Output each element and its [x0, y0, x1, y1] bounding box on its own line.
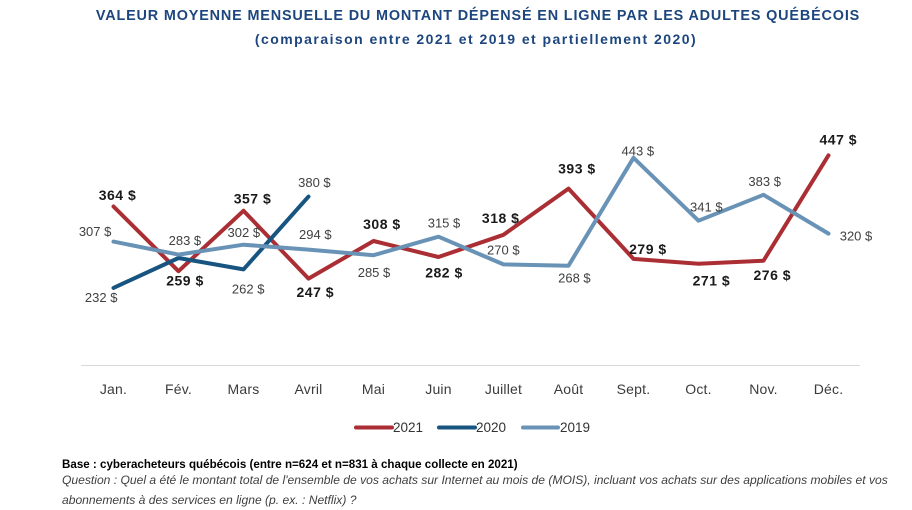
svg-text:Juillet: Juillet: [485, 381, 522, 397]
svg-text:Avril: Avril: [295, 381, 323, 397]
svg-text:2020: 2020: [476, 420, 506, 435]
svg-text:Sept.: Sept.: [617, 381, 651, 397]
svg-text:383 $: 383 $: [748, 174, 781, 189]
svg-text:443 $: 443 $: [622, 144, 655, 159]
svg-text:Nov.: Nov.: [749, 381, 778, 397]
svg-text:285 $: 285 $: [358, 265, 391, 280]
svg-text:282 $: 282 $: [425, 264, 463, 280]
svg-text:315 $: 315 $: [428, 216, 461, 231]
svg-text:247 $: 247 $: [297, 284, 335, 300]
svg-text:262 $: 262 $: [232, 281, 265, 296]
svg-text:259 $: 259 $: [166, 273, 204, 289]
svg-text:302 $: 302 $: [228, 225, 261, 240]
svg-text:393 $: 393 $: [558, 161, 596, 177]
svg-text:294 $: 294 $: [299, 227, 332, 242]
svg-text:279 $: 279 $: [629, 241, 667, 257]
svg-text:447 $: 447 $: [820, 132, 858, 148]
svg-text:Août: Août: [554, 381, 584, 397]
svg-text:270 $: 270 $: [487, 243, 520, 258]
svg-text:320 $: 320 $: [840, 228, 873, 243]
svg-text:268 $: 268 $: [558, 270, 591, 285]
svg-text:318 $: 318 $: [482, 210, 520, 226]
svg-text:Fév.: Fév.: [165, 381, 192, 397]
svg-text:380 $: 380 $: [298, 175, 331, 190]
svg-text:232 $: 232 $: [85, 290, 118, 305]
svg-text:271 $: 271 $: [693, 272, 731, 288]
svg-text:283 $: 283 $: [169, 233, 202, 248]
svg-text:Mai: Mai: [362, 381, 385, 397]
svg-text:2021: 2021: [393, 420, 423, 435]
svg-text:Juin: Juin: [425, 381, 451, 397]
svg-text:Mars: Mars: [228, 381, 260, 397]
svg-text:Oct.: Oct.: [685, 381, 711, 397]
svg-text:341 $: 341 $: [690, 199, 723, 214]
svg-text:357 $: 357 $: [234, 191, 272, 207]
svg-text:364 $: 364 $: [99, 187, 137, 203]
svg-text:Jan.: Jan.: [100, 381, 127, 397]
svg-text:307 $: 307 $: [79, 224, 112, 239]
svg-text:Déc.: Déc.: [814, 381, 844, 397]
svg-text:276 $: 276 $: [754, 267, 792, 283]
svg-text:308 $: 308 $: [363, 216, 401, 232]
svg-text:2019: 2019: [560, 420, 590, 435]
